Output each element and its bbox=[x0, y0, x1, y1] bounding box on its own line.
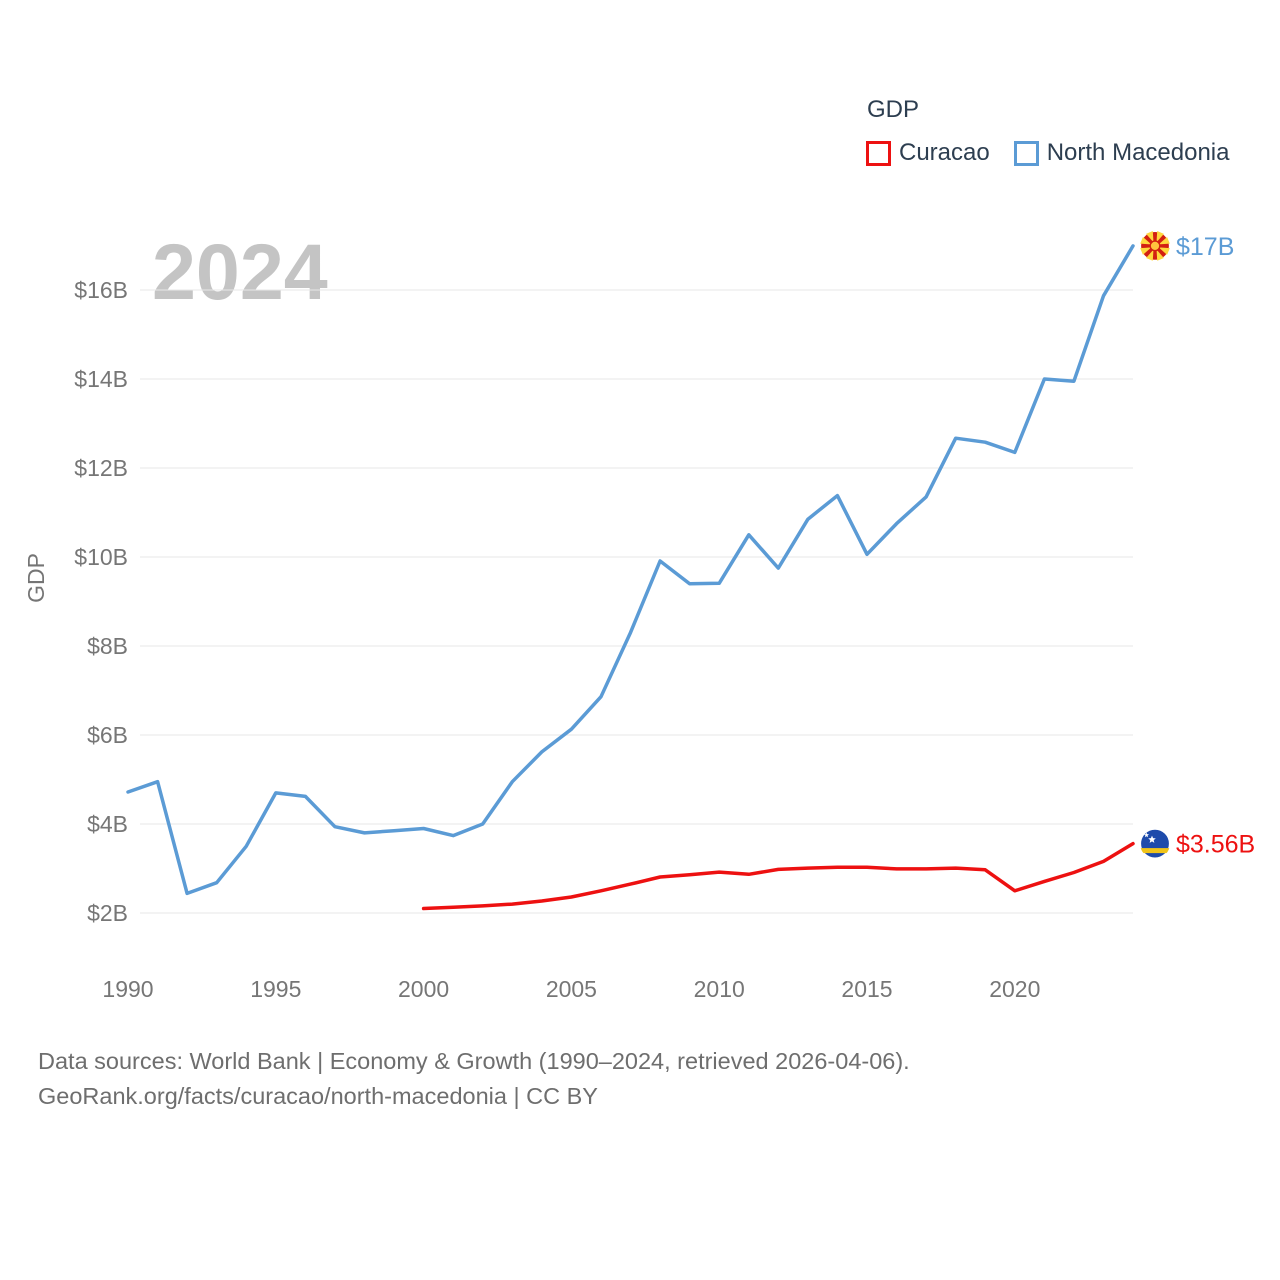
north-macedonia-end-value-label: $17B bbox=[1176, 233, 1234, 261]
curacao-flag-icon bbox=[1138, 827, 1172, 860]
svg-text:$12B: $12B bbox=[74, 455, 128, 481]
svg-text:$6B: $6B bbox=[87, 722, 128, 748]
north-macedonia-flag-icon bbox=[1138, 229, 1172, 262]
gdp-line-chart: 2024 $2B$4B$6B$8B$10B$12B$14B$16B 1990 19… bbox=[23, 227, 1255, 1002]
svg-text:2005: 2005 bbox=[546, 976, 597, 1002]
svg-text:$10B: $10B bbox=[74, 544, 128, 570]
curacao-end-value-label: $3.56B bbox=[1176, 831, 1255, 859]
svg-text:$8B: $8B bbox=[87, 633, 128, 659]
legend-label-curacao: Curacao bbox=[899, 139, 990, 166]
svg-text:$4B: $4B bbox=[87, 811, 128, 837]
y-axis-title: GDP bbox=[23, 553, 49, 603]
svg-text:1995: 1995 bbox=[250, 976, 301, 1002]
series-lines bbox=[126, 244, 1135, 911]
north-macedonia-series-swatch bbox=[1013, 140, 1039, 166]
legend-items: Curacao North Macedonia bbox=[866, 139, 1229, 167]
legend-item-north-macedonia: North Macedonia bbox=[1013, 139, 1230, 167]
watermark-year: 2024 bbox=[152, 227, 328, 316]
svg-text:2000: 2000 bbox=[398, 976, 449, 1002]
svg-text:$14B: $14B bbox=[74, 366, 128, 392]
gridlines bbox=[140, 289, 1133, 914]
chart-footer: Data sources: World Bank | Economy & Gro… bbox=[38, 1044, 910, 1114]
data-sources-line: Data sources: World Bank | Economy & Gro… bbox=[38, 1048, 910, 1074]
svg-text:$16B: $16B bbox=[74, 277, 128, 303]
curacao-series-swatch bbox=[866, 140, 891, 166]
x-axis-tick-labels: 1990 1995 2000 2005 2010 2015 2020 bbox=[102, 976, 1040, 1002]
legend-item-curacao: Curacao bbox=[866, 139, 990, 167]
svg-text:$2B: $2B bbox=[87, 900, 128, 926]
svg-text:1990: 1990 bbox=[102, 976, 153, 1002]
attribution-line: GeoRank.org/facts/curacao/north-macedoni… bbox=[38, 1083, 598, 1109]
svg-text:2010: 2010 bbox=[694, 976, 745, 1002]
legend-label-north-macedonia: North Macedonia bbox=[1046, 139, 1230, 166]
chart-legend: GDP Curacao North Macedonia bbox=[866, 96, 1229, 167]
svg-text:2015: 2015 bbox=[841, 976, 892, 1002]
y-axis-tick-labels: $2B $4B $6B $8B $10B $12B $14B $16B bbox=[74, 277, 128, 926]
legend-title: GDP bbox=[867, 96, 920, 123]
svg-text:2020: 2020 bbox=[989, 976, 1040, 1002]
